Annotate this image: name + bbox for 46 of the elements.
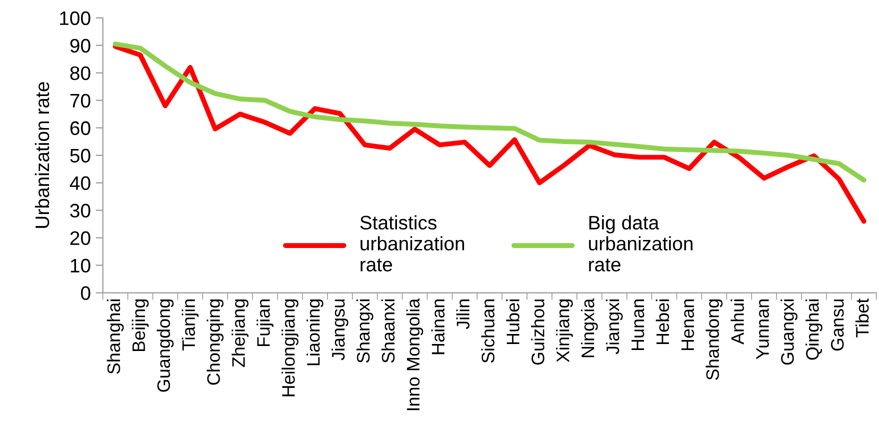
- x-tick-label: Shangxi: [356, 300, 374, 363]
- x-tick-label: Tianjin: [182, 300, 199, 350]
- x-tick-label: Liaoning: [306, 300, 324, 366]
- x-tick-label: Chongqing: [206, 299, 224, 385]
- x-tick-label: Jiangsu: [331, 300, 348, 360]
- x-tick-label: Shandong: [706, 299, 723, 380]
- y-axis-title: Urbanization rate: [34, 82, 50, 228]
- x-tick-label: Shaanxi: [381, 300, 395, 363]
- x-tick-label: Tibet: [855, 298, 869, 338]
- x-tick-label: Guangdong: [156, 299, 174, 392]
- x-tick-label: Beijing: [132, 300, 149, 352]
- y-tick-label: 30: [70, 204, 90, 218]
- x-tick-label: Yunnan: [756, 300, 769, 360]
- y-tick-label: 80: [70, 66, 90, 80]
- y-tick-label: 70: [70, 94, 90, 108]
- x-tick-label: Henan: [681, 300, 694, 350]
- x-tick-label: Hainan: [431, 300, 445, 354]
- y-tick-label: 10: [70, 258, 90, 273]
- x-tick-label: Jiangxi: [606, 300, 623, 354]
- x-tick-label: Guizhou: [531, 300, 544, 365]
- legend-label: Big data urbanization rate: [589, 215, 692, 272]
- x-tick-label: Ningxia: [580, 298, 598, 358]
- x-tick-label: Fujian: [256, 300, 274, 346]
- y-tick-label: 0: [80, 286, 90, 300]
- x-tick-label: Gansu: [830, 300, 844, 351]
- x-tick-label: Guangxi: [780, 300, 798, 365]
- x-tick-label: Hubei: [506, 300, 520, 344]
- y-tick-label: 100: [60, 11, 90, 26]
- x-tick-label: Zhejiang: [232, 300, 248, 368]
- legend-label: Statistics urbanization rate: [360, 215, 464, 272]
- y-tick-label: 60: [70, 121, 90, 136]
- y-tick-label: 50: [70, 148, 90, 163]
- x-tick-label: Anhui: [730, 300, 744, 344]
- x-tick-label: Heilongjiang: [282, 300, 298, 396]
- x-tick-label: Hebei: [656, 300, 670, 344]
- line-series: [112, 42, 866, 183]
- x-tick-label: Qinghai: [806, 300, 822, 360]
- x-tick-label: Hunan: [632, 300, 644, 350]
- x-tick-label: Jilin: [456, 300, 470, 330]
- x-tick-label: Shanghai: [106, 300, 124, 374]
- y-tick-label: 20: [70, 231, 90, 246]
- x-tick-label: Xinjiang: [556, 300, 573, 362]
- y-tick-label: 90: [70, 38, 90, 53]
- y-tick-label: 40: [70, 176, 90, 190]
- x-tick-label: Inno Mongolia: [406, 298, 424, 410]
- x-tick-label: Sichuan: [481, 300, 494, 363]
